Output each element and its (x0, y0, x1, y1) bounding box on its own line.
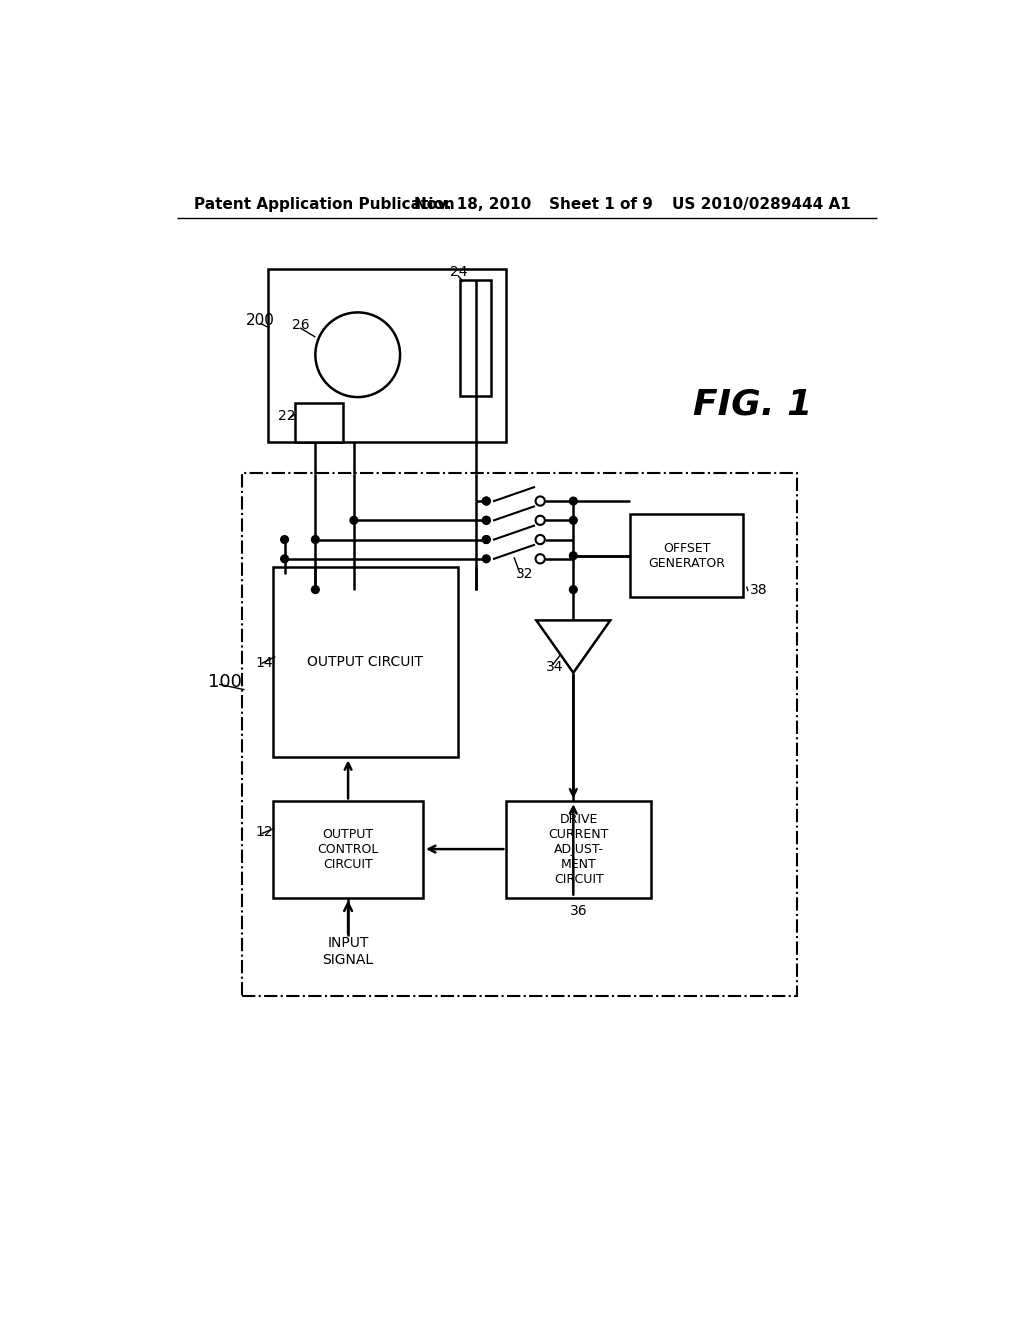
Bar (460, 280, 490, 396)
Text: 36: 36 (570, 904, 588, 919)
Bar (273, 566, 458, 758)
Text: 14: 14 (255, 656, 273, 669)
Text: OUTPUT CIRCUIT: OUTPUT CIRCUIT (307, 655, 423, 669)
Circle shape (569, 552, 578, 560)
Bar (506, 801, 651, 898)
Circle shape (482, 498, 490, 506)
Circle shape (482, 536, 490, 544)
Circle shape (482, 516, 490, 524)
Text: Sheet 1 of 9: Sheet 1 of 9 (549, 197, 652, 213)
Text: OUTPUT
CONTROL
CIRCUIT: OUTPUT CONTROL CIRCUIT (317, 828, 379, 871)
Text: 100: 100 (208, 673, 242, 690)
Circle shape (281, 554, 289, 562)
Circle shape (482, 554, 490, 562)
Circle shape (569, 516, 578, 524)
Text: FIG. 1: FIG. 1 (692, 388, 812, 422)
Text: 22: 22 (279, 409, 296, 424)
Text: DRIVE
CURRENT
ADJUST-
MENT
CIRCUIT: DRIVE CURRENT ADJUST- MENT CIRCUIT (549, 813, 609, 886)
Bar (273, 801, 423, 898)
Text: 200: 200 (246, 313, 274, 327)
Text: 24: 24 (451, 265, 468, 280)
Circle shape (350, 516, 357, 524)
Circle shape (569, 498, 578, 506)
Text: Patent Application Publication: Patent Application Publication (195, 197, 456, 213)
Text: 12: 12 (255, 825, 273, 840)
Text: 26: 26 (292, 318, 310, 333)
Text: 38: 38 (750, 582, 767, 597)
Text: Nov. 18, 2010: Nov. 18, 2010 (414, 197, 531, 213)
Bar (630, 515, 743, 598)
Circle shape (569, 586, 578, 594)
Text: 34: 34 (547, 660, 564, 673)
Bar (243, 473, 797, 997)
Bar (267, 268, 506, 442)
Circle shape (482, 516, 490, 524)
Circle shape (482, 498, 490, 506)
Circle shape (281, 536, 289, 544)
Text: US 2010/0289444 A1: US 2010/0289444 A1 (672, 197, 851, 213)
Circle shape (311, 586, 319, 594)
Text: OFFSET
GENERATOR: OFFSET GENERATOR (648, 541, 725, 570)
Text: INPUT
SIGNAL: INPUT SIGNAL (323, 936, 374, 966)
Bar (295, 404, 343, 442)
Circle shape (482, 536, 490, 544)
Text: 32: 32 (515, 568, 534, 581)
Circle shape (311, 536, 319, 544)
